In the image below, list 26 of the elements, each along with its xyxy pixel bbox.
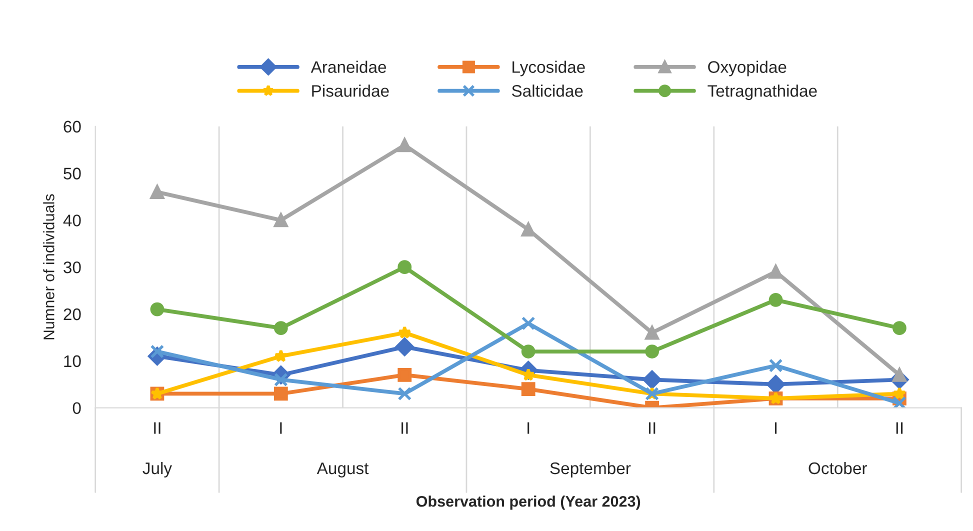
y-tick-label: 20 — [64, 308, 81, 320]
x-tick-label: II — [648, 422, 656, 434]
x-tick-label: I — [280, 422, 282, 434]
x-tick-label: II — [402, 422, 408, 434]
x-tick-label: II — [896, 422, 903, 434]
legend-label: Araneidae — [310, 60, 386, 73]
x-tick-label: I — [774, 422, 777, 434]
y-tick-label: 30 — [64, 261, 81, 274]
y-tick-label: 0 — [72, 402, 81, 414]
x-tick-label: I — [528, 422, 530, 434]
text: July — [142, 462, 172, 478]
y-tick-label: 50 — [64, 168, 81, 180]
legend-label: Salticidae — [512, 84, 583, 97]
text: August — [316, 462, 369, 478]
y-axis-title: Numner of individuals — [43, 194, 54, 340]
x-axis-title: Observation period (Year 2023) — [416, 496, 640, 510]
legend-label: Oxyopidae — [708, 60, 786, 76]
x-tick-label: II — [154, 422, 160, 434]
text: October — [808, 462, 867, 474]
y-tick-label: 40 — [63, 214, 81, 226]
legend-label: Pisauridae — [312, 84, 389, 97]
text: September — [550, 462, 631, 478]
legend-label: Lycosidae — [512, 60, 585, 76]
y-tick-label: 10 — [64, 355, 81, 368]
y-tick-label: 60 — [64, 120, 81, 133]
legend-label: Tetragnathidae — [708, 84, 817, 100]
